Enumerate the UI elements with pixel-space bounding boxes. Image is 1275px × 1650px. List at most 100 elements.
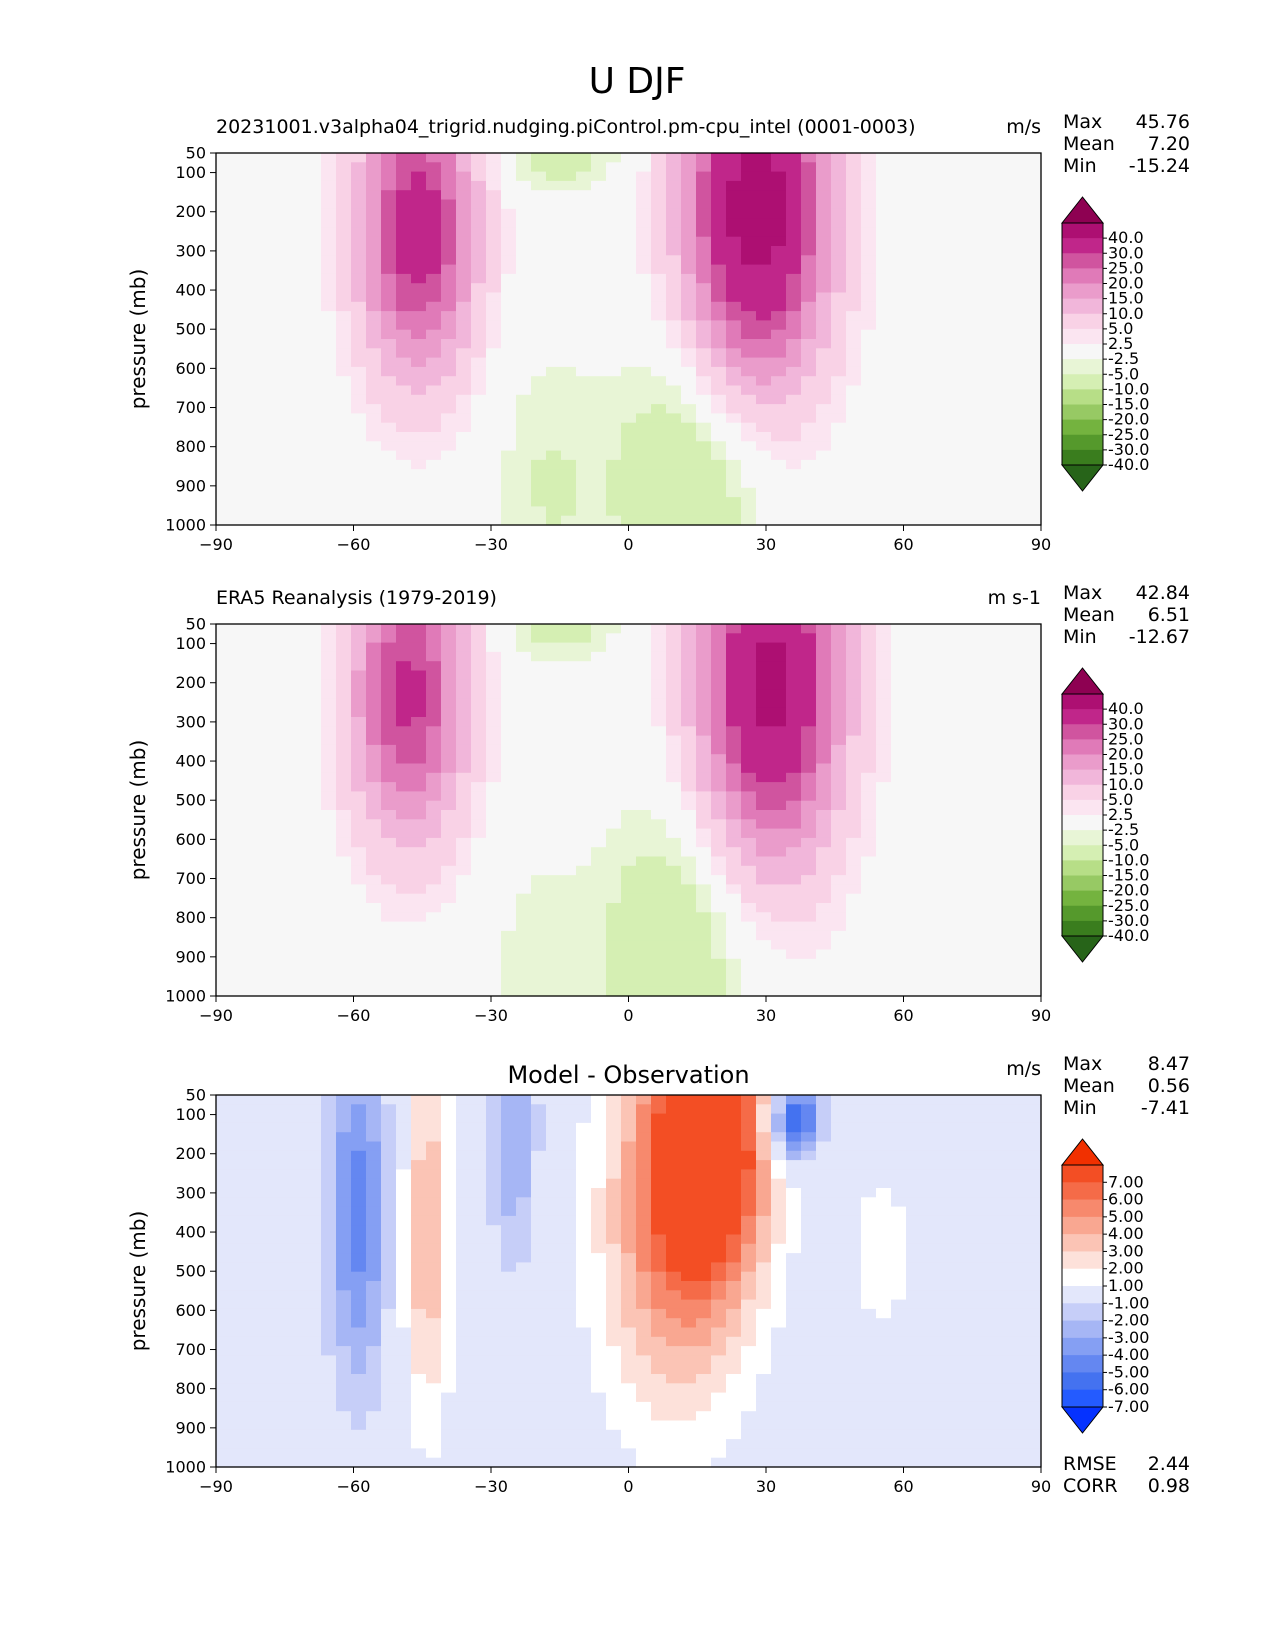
contour-cell xyxy=(876,791,892,802)
contour-cell xyxy=(516,478,532,489)
contour-cell xyxy=(381,487,397,498)
contour-cell xyxy=(741,670,757,681)
contour-cell xyxy=(351,422,367,433)
contour-cell xyxy=(831,986,847,997)
contour-cell xyxy=(531,264,547,275)
contour-cell xyxy=(216,1178,232,1189)
contour-cell xyxy=(381,208,397,219)
contour-cell xyxy=(426,404,442,414)
contour-cell xyxy=(591,847,607,858)
contour-cell xyxy=(501,986,517,997)
contour-cell xyxy=(981,875,997,885)
contour-cell xyxy=(351,689,367,699)
contour-cell xyxy=(741,236,757,247)
contour-cell xyxy=(831,218,847,228)
contour-cell xyxy=(756,921,772,932)
contour-cell xyxy=(966,432,982,442)
contour-cell xyxy=(996,903,1012,913)
contour-cell xyxy=(621,199,637,210)
y-axis-label: pressure (mb) xyxy=(126,269,150,410)
contour-cell xyxy=(561,339,577,349)
contour-cell xyxy=(531,459,547,470)
contour-cell xyxy=(891,301,907,312)
contour-cell xyxy=(261,469,277,480)
contour-cell xyxy=(216,199,232,210)
contour-cell xyxy=(711,171,727,182)
contour-cell xyxy=(606,255,622,266)
contour-cell xyxy=(381,515,397,526)
contour-cell xyxy=(951,329,967,340)
contour-cell xyxy=(426,469,442,480)
contour-cell xyxy=(996,633,1012,644)
contour-cell xyxy=(216,422,232,433)
y-tick-label: 700 xyxy=(175,869,206,888)
contour-cell xyxy=(906,670,922,681)
contour-cell xyxy=(321,707,337,718)
contour-cell xyxy=(1011,921,1027,932)
contour-cell xyxy=(216,366,232,377)
contour-cell xyxy=(771,339,787,349)
contour-cell xyxy=(996,986,1012,997)
contour-cell xyxy=(666,875,682,885)
contour-cell xyxy=(456,661,472,672)
contour-cell xyxy=(246,1401,262,1412)
contour-cell xyxy=(861,208,877,219)
contour-cell xyxy=(321,199,337,210)
contour-cell xyxy=(1011,670,1027,681)
y-tick-label: 600 xyxy=(175,830,206,849)
x-tick-label: 60 xyxy=(893,535,913,554)
contour-cell xyxy=(366,698,382,709)
contour-cell xyxy=(261,1318,277,1329)
contour-cell xyxy=(936,689,952,699)
contour-cell xyxy=(471,670,487,681)
contour-cell xyxy=(306,800,322,811)
contour-cell xyxy=(561,810,577,820)
contour-cell xyxy=(951,153,967,163)
contour-cell xyxy=(906,828,922,839)
contour-cell xyxy=(906,986,922,997)
contour-cell xyxy=(216,763,232,774)
contour-cell xyxy=(936,497,952,507)
contour-cell xyxy=(891,441,907,452)
contour-cell xyxy=(441,264,457,275)
contour-cell xyxy=(336,1104,352,1115)
x-tick-label: 30 xyxy=(756,535,776,554)
contour-cell xyxy=(411,459,427,470)
contour-cell xyxy=(531,949,547,960)
contour-cell xyxy=(816,651,832,662)
contour-cell xyxy=(321,273,337,284)
contour-cell xyxy=(891,450,907,461)
contour-cell xyxy=(486,162,502,173)
contour-cell xyxy=(876,912,892,923)
contour-cell xyxy=(576,754,592,765)
contour-cell xyxy=(426,940,442,951)
contour-cell xyxy=(891,893,907,904)
contour-cell xyxy=(561,698,577,709)
contour-cell xyxy=(321,1401,337,1412)
contour-cell xyxy=(846,478,862,489)
contour-cell xyxy=(471,497,487,507)
contour-cell xyxy=(1011,949,1027,960)
contour-cell xyxy=(951,506,967,517)
contour-cell xyxy=(246,1122,262,1133)
contour-cell xyxy=(726,707,742,718)
contour-cell xyxy=(696,624,712,634)
contour-cell xyxy=(291,1420,307,1431)
contour-cell xyxy=(246,624,262,634)
contour-cell xyxy=(561,385,577,396)
contour-cell xyxy=(786,376,802,387)
contour-cell xyxy=(906,487,922,498)
contour-cell xyxy=(381,865,397,876)
contour-cell xyxy=(936,422,952,433)
contour-cell xyxy=(321,661,337,672)
contour-cell xyxy=(291,1141,307,1152)
contour-cell xyxy=(846,459,862,470)
contour-cell xyxy=(501,726,517,737)
contour-cell xyxy=(381,921,397,932)
contour-cell xyxy=(981,949,997,960)
contour-cell xyxy=(1011,726,1027,737)
contour-cell xyxy=(1011,432,1027,442)
contour-cell xyxy=(1011,413,1027,424)
contour-cell xyxy=(486,153,502,163)
contour-cell xyxy=(396,394,412,405)
